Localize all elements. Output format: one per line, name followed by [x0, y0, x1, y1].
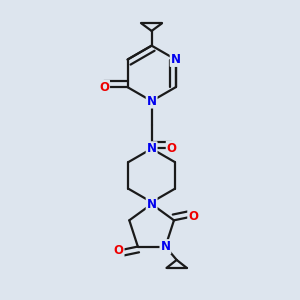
- Text: O: O: [114, 244, 124, 257]
- Text: N: N: [147, 94, 157, 108]
- Text: O: O: [167, 142, 177, 154]
- Text: N: N: [147, 198, 157, 211]
- Text: O: O: [99, 81, 109, 94]
- Text: O: O: [188, 210, 198, 223]
- Text: N: N: [160, 240, 170, 253]
- Text: N: N: [171, 53, 181, 66]
- Text: N: N: [147, 142, 157, 155]
